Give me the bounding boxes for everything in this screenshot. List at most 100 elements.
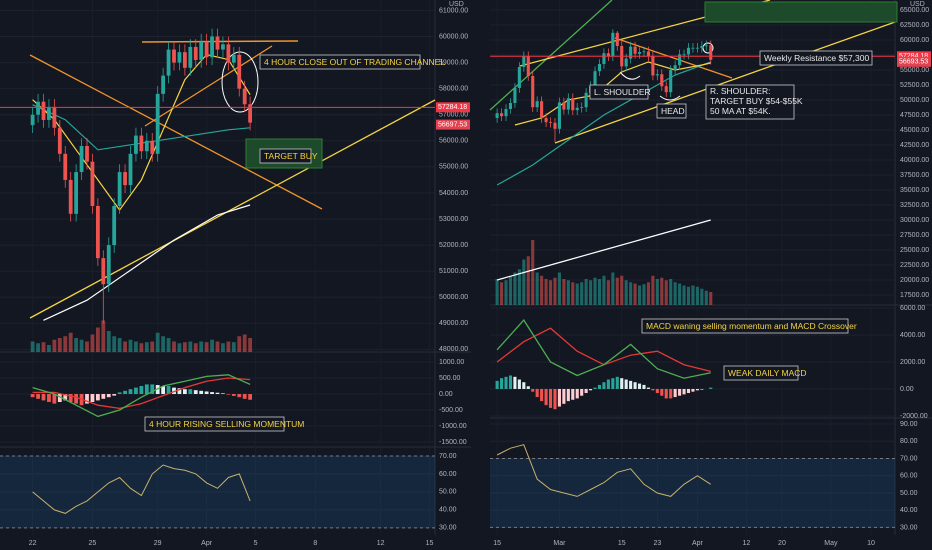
volume-bar (580, 282, 584, 305)
volume-bar (571, 282, 575, 305)
trend-line (29, 99, 436, 319)
shoulder-arc (619, 71, 641, 80)
annotation-box (259, 148, 312, 164)
candle-body (548, 122, 553, 124)
volume-bar (526, 256, 530, 305)
candle-body (204, 41, 209, 58)
highlight-circle (702, 42, 714, 54)
y-tick-label: 32500.00 (900, 202, 929, 209)
price-label-box (897, 51, 931, 62)
y-tick-label: -500.00 (439, 407, 463, 414)
volume-bar (691, 285, 695, 305)
volume-bar (682, 285, 686, 305)
macd-histogram-bar (624, 379, 628, 389)
macd-histogram-bar (691, 388, 695, 392)
y-tick-label: 30000.00 (900, 217, 929, 224)
candle-body (637, 52, 642, 54)
annotation: HEAD (661, 106, 685, 116)
price-label: 57284.18 (438, 104, 467, 111)
volume-bar (237, 336, 242, 352)
volume-bar (41, 342, 46, 352)
volume-bar (606, 280, 610, 305)
candle-body (709, 45, 713, 60)
price-label: 56697.53 (438, 121, 467, 128)
macd-histogram-bar (128, 389, 133, 395)
macd-histogram-bar (589, 388, 593, 391)
candle-body (193, 46, 198, 60)
macd-histogram-bar (101, 394, 106, 399)
macd-histogram-bar (646, 387, 650, 389)
macd-histogram-bar (182, 389, 187, 395)
y-tick-label: 59000.00 (439, 59, 468, 66)
macd-histogram-bar (593, 387, 597, 389)
candle-body (226, 44, 231, 63)
x-tick-label: 20 (778, 540, 786, 547)
y-tick-label: 52000.00 (439, 242, 468, 249)
x-tick-label: 5 (254, 540, 258, 547)
macd-histogram-bar (682, 388, 686, 395)
volume-bar (633, 283, 637, 305)
volume-bar (144, 342, 149, 352)
y-tick-label: 58000.00 (439, 85, 468, 92)
y-tick-label: -1500.00 (439, 439, 467, 446)
candle-body (79, 146, 84, 173)
volume-bar (646, 282, 650, 305)
trend-line (554, 21, 896, 144)
macd-histogram-bar (237, 394, 242, 398)
y-tick-label: 49000.00 (439, 320, 468, 327)
y-tick-label: 40.00 (900, 507, 918, 514)
candle-body (134, 135, 138, 154)
x-tick-label: 29 (154, 540, 162, 547)
volume-bar (548, 280, 553, 305)
macd-histogram-bar (633, 382, 637, 389)
y-tick-label: 50.00 (900, 490, 918, 497)
macd-histogram-bar (193, 390, 198, 395)
y-tick-label: 0.00 (439, 391, 453, 398)
candle-body (571, 98, 575, 111)
y-tick-label: 54000.00 (439, 190, 468, 197)
moving-average (496, 61, 711, 186)
y-tick-label: 90.00 (900, 421, 918, 428)
candle-body (221, 44, 225, 50)
volume-bar (602, 275, 606, 305)
candle-body (199, 41, 204, 60)
y-tick-label: 22500.00 (900, 262, 929, 269)
x-tick-label: 12 (742, 540, 750, 547)
drawings (29, 0, 898, 319)
candle-body (540, 101, 544, 119)
candle-body (660, 74, 664, 87)
macd-histogram-bar (580, 388, 584, 396)
candle-body (584, 92, 588, 108)
x-tick-label: Mar (553, 540, 566, 547)
y-tick-label: 50000.00 (900, 97, 929, 104)
y-tick-label: 42500.00 (900, 142, 929, 149)
macd-histogram-bar (36, 394, 40, 399)
candle-body (513, 88, 517, 104)
y-tick-label: 47500.00 (900, 112, 929, 119)
y-tick-label: 70.00 (900, 455, 918, 462)
x-tick-label: 12 (377, 540, 385, 547)
x-tick-label: 23 (653, 540, 661, 547)
volume-bar (495, 279, 499, 305)
macd-histogram-bar (642, 384, 646, 389)
candle-body (150, 140, 155, 154)
annotation-box (589, 84, 649, 100)
annotation-box (641, 318, 849, 334)
currency-label: USD (449, 1, 464, 8)
price-label-box (436, 119, 470, 130)
macd-histogram-bar (548, 388, 553, 408)
y-tick-label: 1000.00 (439, 359, 464, 366)
annotation: 4 HOUR CLOSE OUT OF TRADING CHANNEL (264, 57, 445, 67)
candle-body (633, 46, 637, 54)
macd-histogram-bar (686, 388, 691, 394)
price-label-box (436, 102, 470, 113)
volume-bar (68, 332, 73, 352)
candle-body (615, 32, 619, 47)
annotation-box (759, 50, 873, 66)
price-label-box (897, 56, 931, 67)
rsi-band (490, 458, 895, 528)
volume-bar (562, 279, 566, 305)
volume-bar (231, 342, 236, 352)
y-tick-label: 25000.00 (900, 247, 929, 254)
